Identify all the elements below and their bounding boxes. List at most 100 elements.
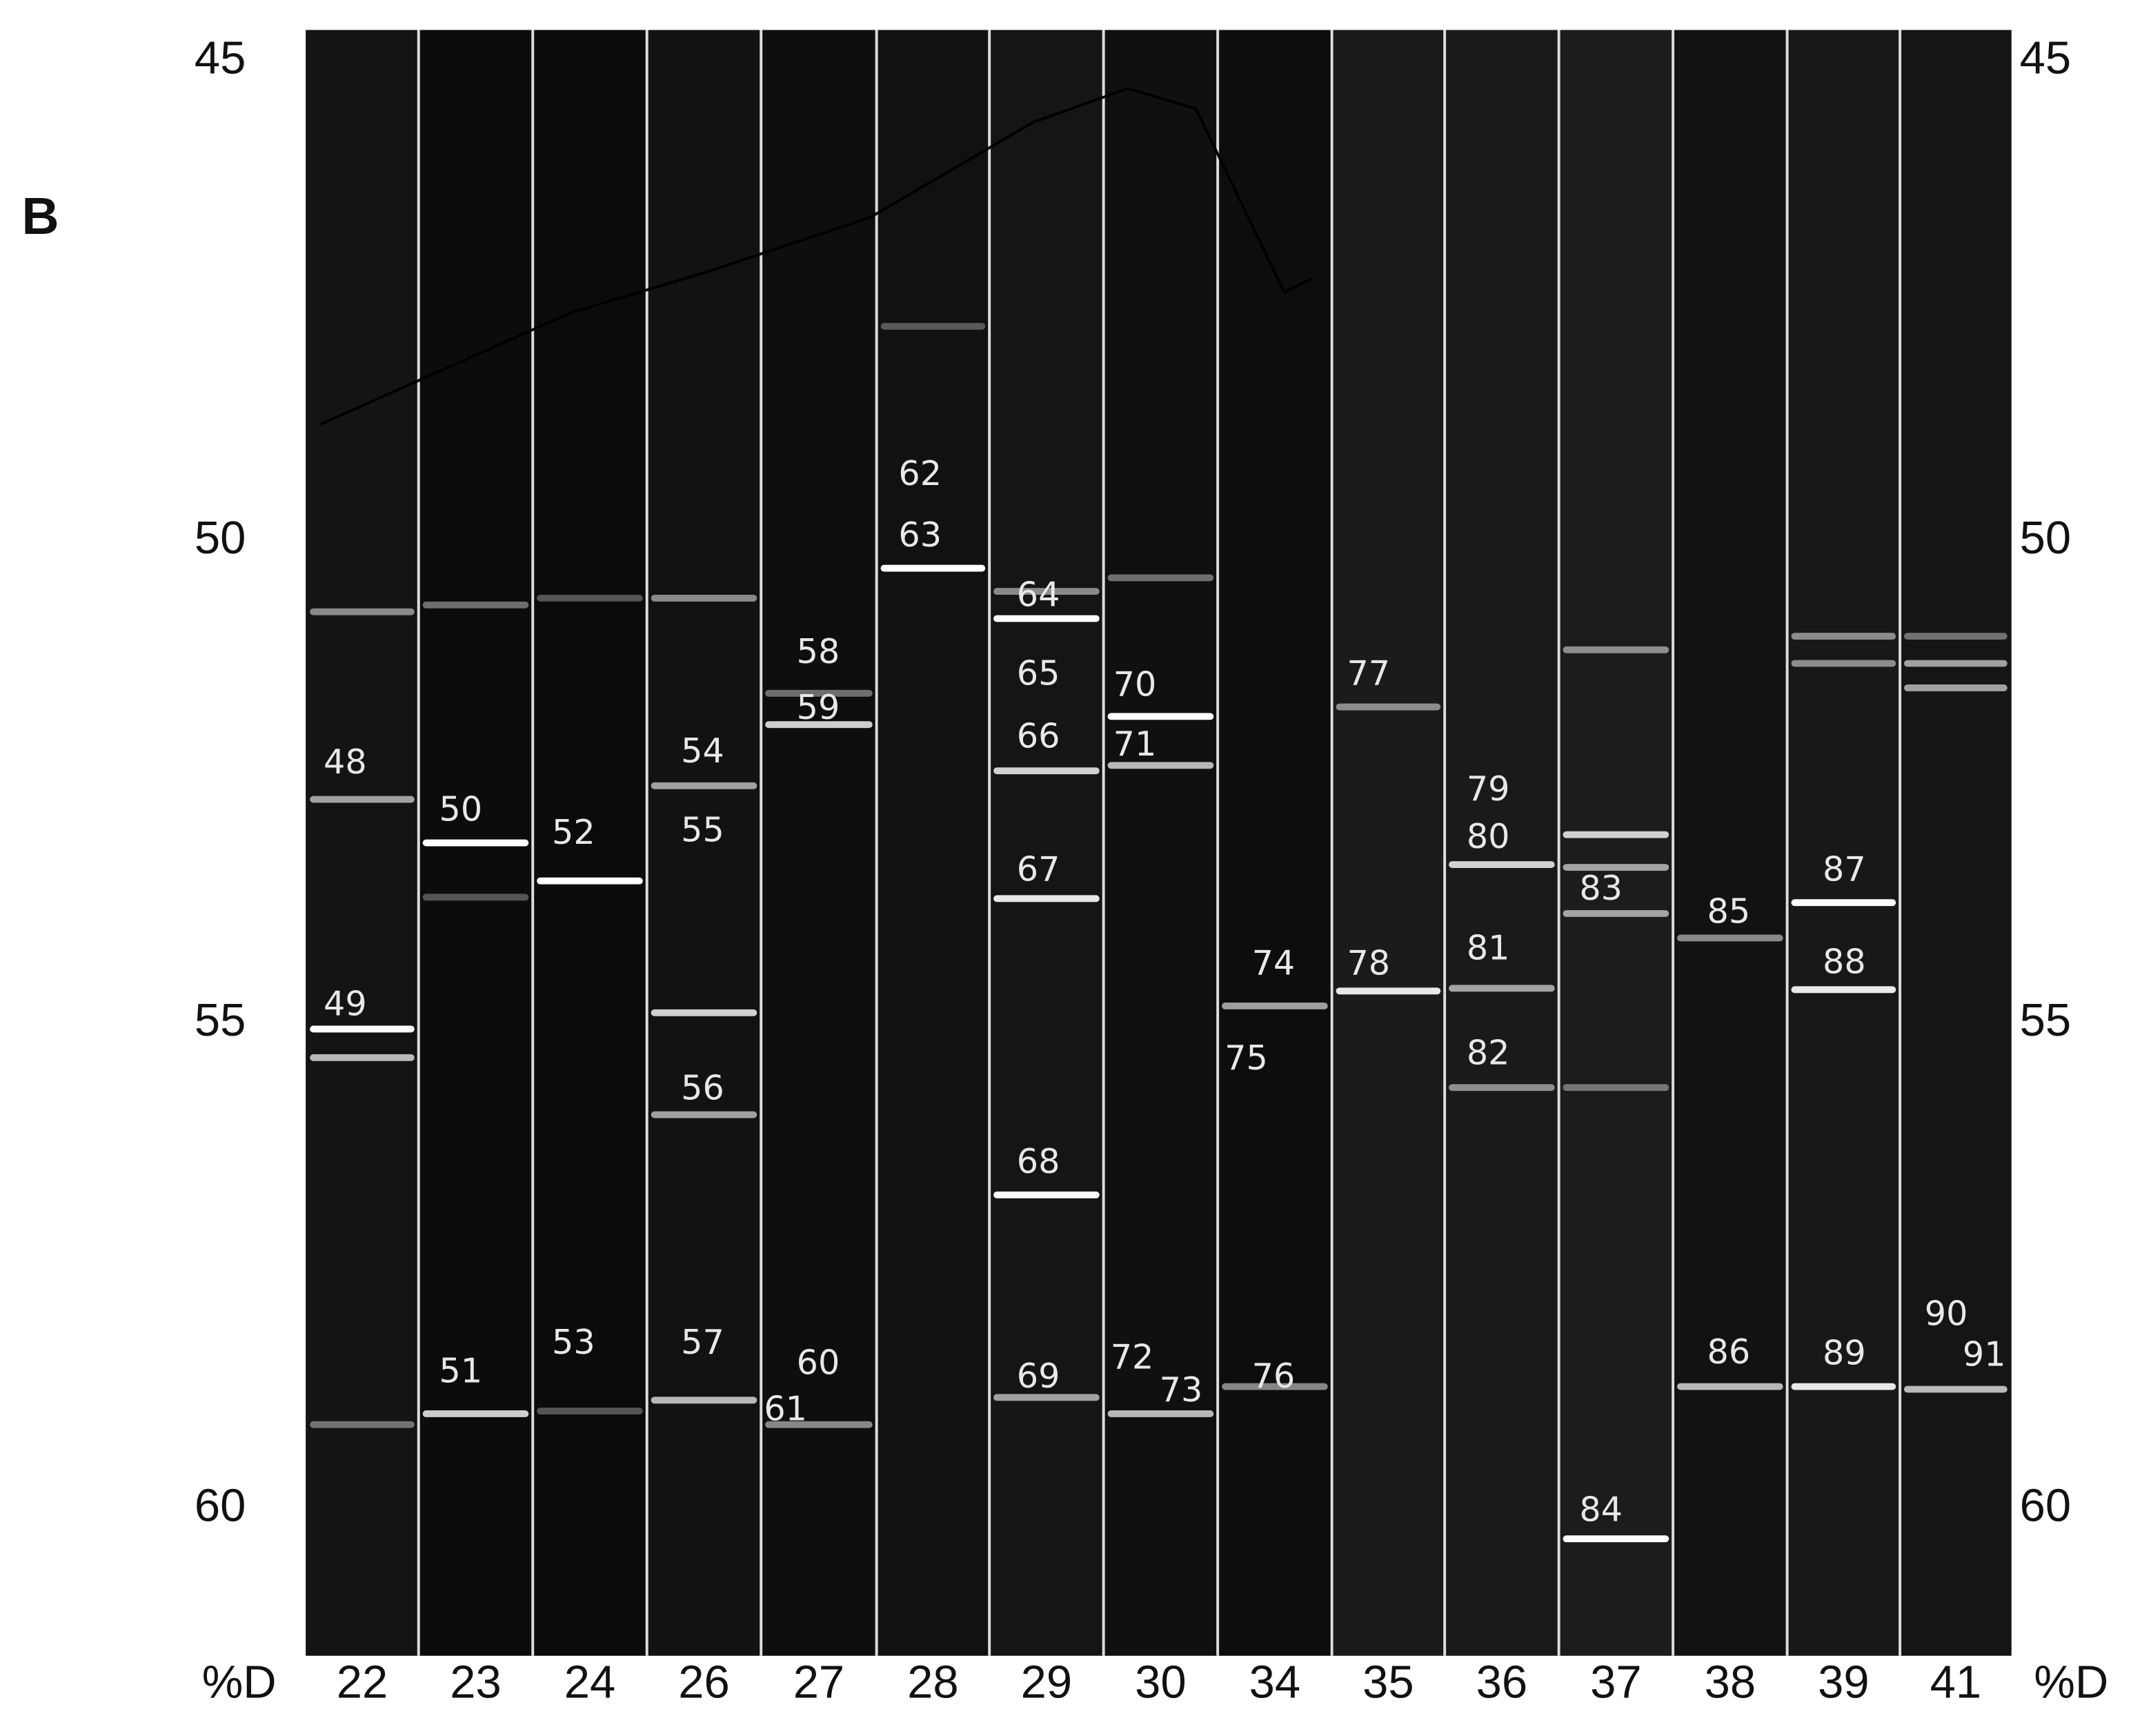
band <box>651 595 757 602</box>
band <box>422 1410 529 1417</box>
band-label: 84 <box>1579 1489 1623 1529</box>
band-label: 54 <box>681 731 724 771</box>
band <box>1791 899 1896 907</box>
band-label: 71 <box>1113 724 1157 764</box>
lane <box>1558 30 1674 1656</box>
lane <box>1673 30 1787 1656</box>
y-tick-label: 45 <box>195 32 246 83</box>
band <box>310 1025 415 1033</box>
band-label: 66 <box>1017 716 1060 756</box>
band-label: 90 <box>1925 1294 1968 1334</box>
band <box>1791 986 1896 994</box>
band <box>880 323 986 330</box>
band <box>1336 987 1441 995</box>
lane-label: 26 <box>678 1657 730 1708</box>
lane-label: 38 <box>1705 1657 1756 1708</box>
gel-crack <box>320 87 1312 426</box>
band <box>1677 1383 1783 1390</box>
band <box>422 839 529 847</box>
band <box>765 689 873 697</box>
lane-label: 27 <box>793 1657 845 1708</box>
band-label: 68 <box>1017 1141 1060 1181</box>
band <box>422 601 529 609</box>
y-tick-label: 60 <box>2020 1480 2072 1532</box>
band-label: 79 <box>1467 769 1510 809</box>
band <box>1563 646 1669 653</box>
band-label: 88 <box>1823 941 1866 981</box>
band <box>1677 934 1783 942</box>
band <box>310 1421 415 1428</box>
band <box>537 595 643 602</box>
band-label: 73 <box>1160 1370 1203 1410</box>
lane-label: 22 <box>337 1657 388 1708</box>
lane <box>1103 30 1218 1656</box>
band-label: 72 <box>1111 1337 1154 1377</box>
band-label: 61 <box>764 1389 807 1429</box>
lane-label: 41 <box>1930 1657 1982 1708</box>
band <box>310 1054 415 1061</box>
band <box>1791 1383 1896 1390</box>
band <box>993 588 1100 595</box>
band-label: 65 <box>1017 653 1060 693</box>
band-label: 62 <box>898 453 942 493</box>
band <box>765 1421 873 1428</box>
band <box>1563 831 1669 838</box>
band-label: 56 <box>681 1068 724 1108</box>
band <box>1107 762 1214 769</box>
band-label: 75 <box>1225 1038 1268 1078</box>
axis-label: %D <box>202 1657 277 1708</box>
band-label: 50 <box>439 789 483 829</box>
axis-label: %D <box>2034 1657 2108 1708</box>
band <box>651 1397 757 1404</box>
band-label: 91 <box>1963 1334 2006 1374</box>
band <box>1904 684 2008 691</box>
lane <box>876 30 990 1656</box>
band <box>651 782 757 789</box>
band <box>1563 910 1669 917</box>
band-label: 48 <box>324 742 367 782</box>
band-label: 74 <box>1252 943 1296 983</box>
band <box>765 721 873 729</box>
band <box>1107 574 1214 582</box>
lane <box>761 30 877 1656</box>
lane <box>1445 30 1559 1656</box>
band-label: 55 <box>681 809 724 849</box>
band <box>651 1009 757 1016</box>
band-label: 83 <box>1579 868 1623 908</box>
lane <box>989 30 1104 1656</box>
band <box>1449 861 1555 868</box>
band-label: 67 <box>1017 849 1060 889</box>
band <box>1904 633 2008 640</box>
band-label: 87 <box>1823 849 1866 889</box>
band <box>1107 1410 1214 1417</box>
band-label: 60 <box>797 1343 840 1383</box>
lane <box>1787 30 1901 1656</box>
lane-label: 35 <box>1362 1657 1414 1708</box>
y-tick-label: 50 <box>195 512 246 564</box>
band-label: 59 <box>797 687 840 727</box>
band <box>993 767 1100 775</box>
band-label: 82 <box>1467 1032 1510 1072</box>
y-tick-label: 55 <box>195 994 246 1046</box>
band-label: 52 <box>552 812 595 852</box>
band-label: 69 <box>1017 1356 1060 1396</box>
band-label: 49 <box>324 983 367 1023</box>
band <box>1449 985 1555 992</box>
band-label: 53 <box>552 1322 595 1362</box>
lane-label: 23 <box>450 1657 502 1708</box>
lane-label: 36 <box>1476 1657 1528 1708</box>
band <box>310 608 415 615</box>
band <box>1107 713 1214 720</box>
band <box>422 894 529 901</box>
lane <box>1900 30 2012 1656</box>
band-label: 64 <box>1017 574 1060 614</box>
y-tick-label: 55 <box>2020 994 2072 1046</box>
band <box>1222 1383 1328 1390</box>
lane-label: 34 <box>1249 1657 1301 1708</box>
band-label: 86 <box>1707 1332 1751 1372</box>
band <box>993 1394 1100 1401</box>
band-label: 63 <box>898 515 942 555</box>
band-label: 57 <box>681 1322 724 1362</box>
